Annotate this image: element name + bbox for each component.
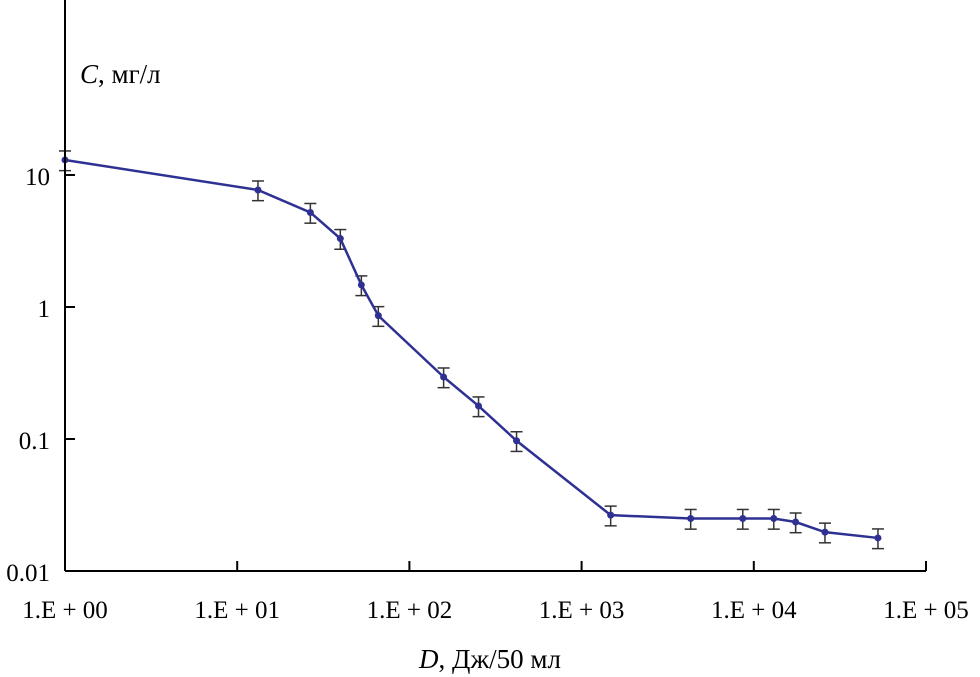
data-point: [821, 528, 829, 536]
data-point: [874, 534, 882, 542]
data-point: [254, 186, 262, 194]
data-point: [770, 514, 778, 522]
data-point: [607, 511, 615, 519]
data-point: [336, 235, 344, 243]
series-line: [64, 158, 879, 540]
data-point: [475, 402, 483, 410]
x-axis-title: D, Дж/50 мл: [418, 644, 561, 674]
y-tick-label: 1: [38, 296, 51, 323]
x-tick-label: 1.E + 02: [367, 597, 453, 624]
y-axis-var: C: [80, 59, 99, 89]
data-point: [739, 514, 747, 522]
y-tick-label: 0.1: [19, 428, 50, 455]
x-tick-label: 1.E + 04: [711, 597, 797, 624]
x-tick-label: 1.E + 03: [539, 597, 625, 624]
y-axis-title: C, мг/л: [80, 59, 161, 89]
y-tick-label: 10: [25, 164, 50, 191]
x-tick-label: 1.E + 00: [22, 597, 108, 624]
data-point: [357, 281, 365, 289]
x-tick-label: 1.E + 05: [883, 597, 969, 624]
x-axis-var: D: [418, 644, 439, 674]
data-point: [687, 514, 695, 522]
data-point: [306, 208, 314, 216]
data-point: [513, 437, 521, 445]
x-tick-label: 1.E + 01: [194, 597, 280, 624]
data-point: [792, 518, 800, 526]
y-axis-unit: , мг/л: [98, 59, 161, 89]
data-point: [374, 312, 382, 320]
data-point: [440, 373, 448, 381]
x-axis-unit: , Дж/50 мл: [439, 644, 561, 674]
y-tick-label: 0.01: [6, 560, 50, 587]
